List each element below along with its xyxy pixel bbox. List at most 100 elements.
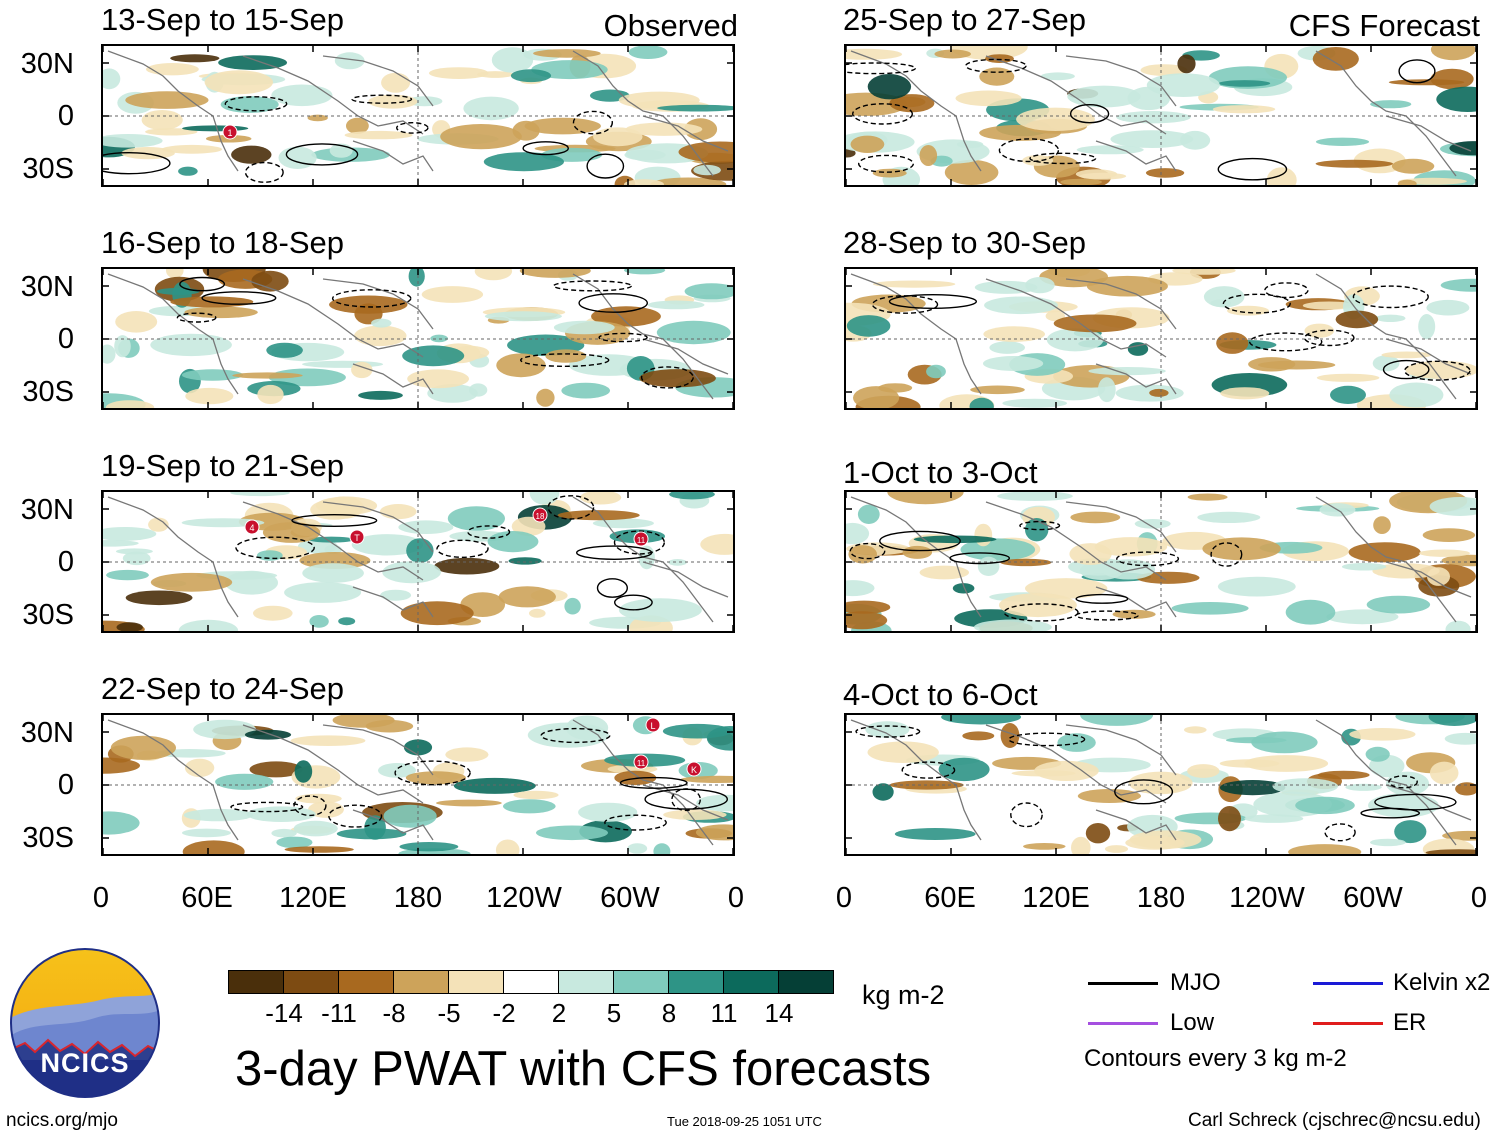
pwat-anomaly	[1088, 367, 1166, 376]
coastline	[107, 496, 239, 618]
pwat-anomaly	[545, 349, 587, 363]
mjo-contour	[598, 332, 648, 343]
pwat-anomaly	[1436, 86, 1476, 112]
pwat-anomaly	[653, 843, 671, 854]
pwat-anomaly	[1217, 576, 1296, 597]
lat-label: 30S	[22, 376, 74, 408]
pwat-anomaly	[1285, 599, 1336, 625]
pwat-anomaly	[1187, 493, 1228, 501]
pwat-anomaly	[290, 735, 366, 746]
pwat-anomaly	[429, 67, 489, 79]
pwat-anomaly	[115, 311, 158, 333]
pwat-anomaly	[657, 104, 733, 112]
pwat-anomaly	[979, 67, 1015, 86]
pwat-anomaly	[1212, 105, 1276, 114]
pwat-map	[103, 46, 733, 185]
svg-text:18: 18	[536, 512, 545, 521]
pwat-anomaly	[145, 128, 198, 136]
pwat-anomaly	[1070, 511, 1121, 524]
pwat-anomaly	[647, 300, 705, 310]
pwat-anomaly	[368, 94, 418, 109]
pwat-anomaly	[1348, 542, 1421, 563]
coastline	[107, 273, 239, 395]
coastline	[642, 115, 729, 152]
pwat-anomaly	[519, 269, 591, 278]
lon-label: 60W	[600, 882, 660, 914]
map-panel	[844, 713, 1478, 856]
lat-label: 30S	[22, 599, 74, 631]
coastline	[1065, 501, 1177, 553]
pwat-anomaly	[513, 790, 559, 800]
pwat-anomaly	[445, 747, 489, 762]
pwat-anomaly	[1149, 388, 1169, 397]
pwat-anomaly	[1077, 789, 1141, 803]
pwat-anomaly	[257, 384, 284, 405]
pwat-anomaly	[381, 72, 411, 93]
colorbar-tick: 11	[710, 998, 738, 1028]
pwat-anomaly	[161, 144, 223, 154]
mjo-contour	[1352, 285, 1429, 309]
mjo-contour	[522, 141, 570, 156]
pwat-map	[846, 492, 1476, 631]
pwat-anomaly	[253, 605, 293, 621]
pwat-anomaly	[193, 719, 256, 740]
coastline	[1315, 273, 1457, 400]
pwat-anomaly	[302, 563, 364, 583]
pwat-anomaly	[1430, 68, 1474, 90]
pwat-anomaly	[308, 536, 355, 543]
pwat-anomaly	[430, 334, 448, 343]
pwat-map	[846, 715, 1476, 854]
pwat-anomaly	[293, 820, 338, 837]
pwat-anomaly	[487, 531, 539, 553]
pwat-anomaly	[1302, 301, 1355, 310]
pwat-anomaly	[1067, 85, 1141, 108]
pwat-anomaly	[1244, 755, 1329, 772]
pwat-anomaly	[1418, 314, 1436, 340]
lat-label: 30N	[20, 271, 74, 303]
pwat-anomaly	[334, 52, 365, 70]
pwat-anomaly	[1112, 609, 1156, 619]
pwat-anomaly	[663, 809, 727, 820]
svg-text:K: K	[691, 765, 697, 775]
pwat-anomaly	[103, 527, 157, 541]
footer-url[interactable]: ncics.org/mjo	[6, 1110, 118, 1131]
colorbar-swatch	[613, 970, 669, 994]
pwat-anomaly	[294, 760, 313, 783]
pwat-anomaly	[148, 517, 169, 532]
pwat-anomaly	[309, 615, 329, 628]
pwat-anomaly	[182, 840, 245, 854]
pwat-anomaly	[926, 364, 946, 379]
pwat-anomaly	[1316, 373, 1380, 382]
pwat-anomaly	[1391, 158, 1435, 174]
pwat-anomaly	[232, 372, 303, 379]
pwat-anomaly	[700, 533, 733, 555]
pwat-anomaly	[399, 842, 459, 852]
pwat-anomaly	[114, 335, 131, 358]
pwat-anomaly	[1389, 382, 1444, 408]
pwat-anomaly	[103, 540, 139, 547]
pwat-anomaly	[468, 383, 488, 397]
pwat-anomaly	[1341, 562, 1387, 571]
pwat-anomaly	[1445, 620, 1471, 631]
mjo-contour	[1222, 293, 1291, 314]
pwat-anomaly	[591, 306, 661, 327]
pwat-anomaly	[887, 492, 964, 505]
mjo-contour	[998, 138, 1060, 163]
pwat-anomaly	[941, 715, 1022, 725]
coastline	[1385, 784, 1472, 821]
legend-line-low	[1088, 1022, 1158, 1025]
pwat-anomaly	[184, 306, 258, 319]
mjo-contour	[436, 539, 489, 558]
pwat-anomaly	[266, 342, 303, 358]
coastline	[107, 719, 239, 841]
pwat-anomaly	[115, 548, 153, 555]
pwat-anomaly	[1116, 111, 1191, 124]
pwat-anomaly	[894, 828, 976, 840]
pwat-anomaly	[962, 731, 995, 741]
panel-title: 19-Sep to 21-Sep	[101, 448, 345, 483]
pwat-anomaly	[103, 811, 140, 835]
pwat-anomaly	[284, 582, 362, 603]
coastline	[1095, 586, 1177, 618]
pwat-anomaly	[878, 383, 913, 393]
mjo-contour	[291, 514, 378, 528]
